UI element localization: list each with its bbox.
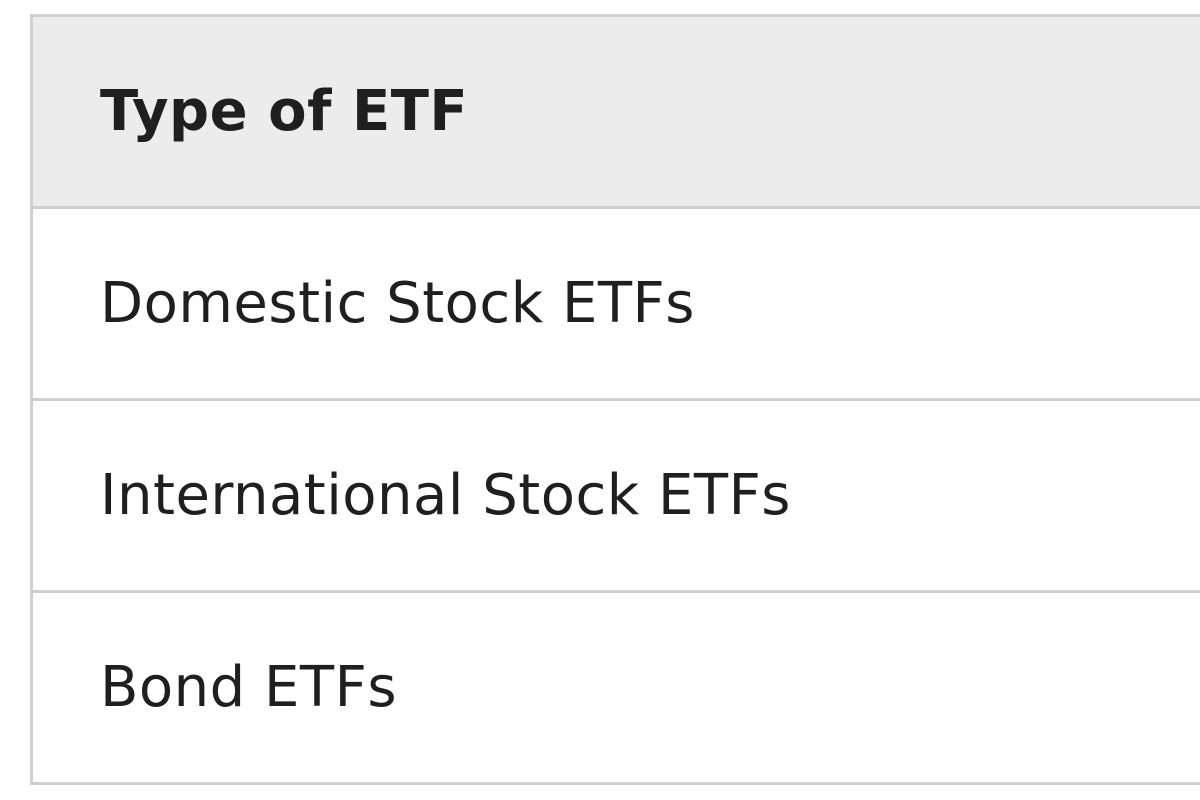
table-row: International Stock ETFs (30, 398, 1200, 592)
column-header-type-of-etf: Type of ETF (30, 14, 1200, 208)
table-row: Domestic Stock ETFs (30, 206, 1200, 400)
table-row: Bond ETFs (30, 590, 1200, 785)
table-cell-etf-type: International Stock ETFs (30, 398, 1200, 592)
table-cell-etf-type: Domestic Stock ETFs (30, 206, 1200, 400)
table-body: Domestic Stock ETFs International Stock … (30, 206, 1200, 785)
table-header-row: Type of ETF (30, 14, 1200, 208)
table-head: Type of ETF (30, 14, 1200, 208)
etf-types-table: Type of ETF Domestic Stock ETFs Internat… (30, 14, 1200, 785)
table-cell-etf-type: Bond ETFs (30, 590, 1200, 785)
